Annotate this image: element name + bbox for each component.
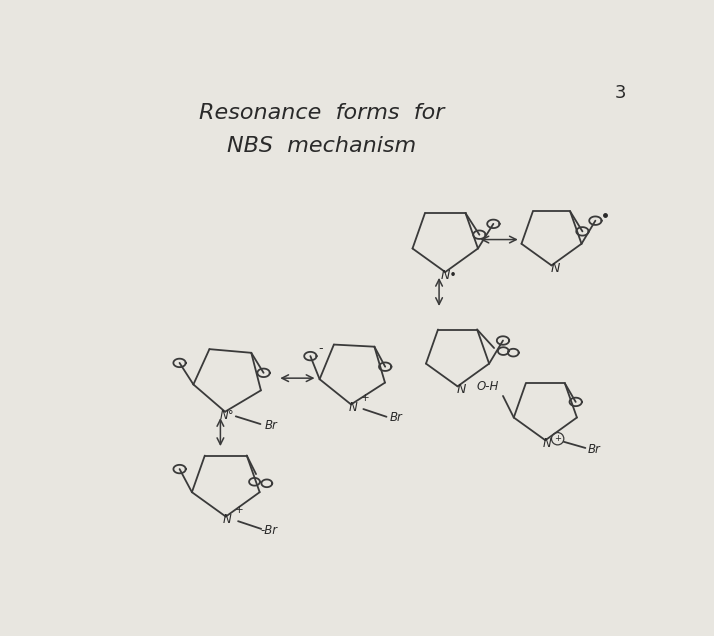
Text: Br: Br — [588, 443, 601, 456]
Text: N: N — [457, 383, 466, 396]
Text: N: N — [550, 262, 560, 275]
Text: N•: N• — [441, 268, 458, 282]
Text: N: N — [543, 437, 551, 450]
Text: N°: N° — [219, 409, 234, 422]
Text: +: + — [554, 434, 561, 443]
Text: N: N — [223, 513, 232, 526]
Text: NBS  mechanism: NBS mechanism — [228, 135, 416, 156]
Text: -Br: -Br — [261, 524, 278, 537]
Text: -: - — [319, 342, 323, 355]
Text: Br: Br — [389, 411, 402, 424]
Text: Br: Br — [265, 419, 278, 432]
Text: +: + — [236, 506, 244, 515]
Text: O-H: O-H — [476, 380, 499, 393]
Text: Resonance  forms  for: Resonance forms for — [199, 103, 445, 123]
Text: N: N — [348, 401, 357, 414]
Text: +: + — [361, 393, 369, 403]
Text: 3: 3 — [615, 84, 627, 102]
